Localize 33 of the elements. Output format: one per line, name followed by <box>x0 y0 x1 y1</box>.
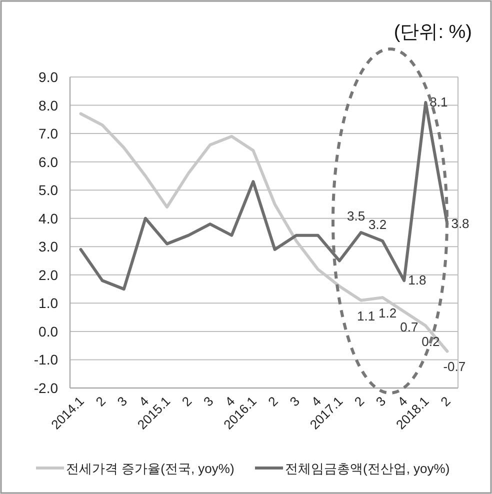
data-label: 3.8 <box>451 216 470 232</box>
x-tick-label: 3 <box>286 394 302 410</box>
data-label: 3.5 <box>347 208 366 224</box>
text: (단위: %) <box>394 22 472 43</box>
y-tick-label: 5.0 <box>38 182 58 198</box>
x-tick-label: 2 <box>178 394 195 410</box>
x-tick-label: 3 <box>200 394 216 410</box>
legend-label: 전체임금총액(전산업, yoy%) <box>285 461 450 476</box>
data-label: 1.2 <box>378 306 397 321</box>
data-label: 3.2 <box>368 216 387 232</box>
data-label: 1.1 <box>357 308 376 324</box>
x-tick-label: 2 <box>92 394 108 410</box>
data-label: 0.7 <box>400 320 418 335</box>
data-label: 1.8 <box>408 272 426 288</box>
x-tick-label: 2 <box>265 394 281 410</box>
x-tick-label: 3 <box>114 394 130 410</box>
y-tick-label: 7.0 <box>38 126 58 142</box>
legend-label: 전세가격 증가율(전국, yoy%) <box>66 461 234 476</box>
y-tick-label: 2.0 <box>38 266 58 283</box>
y-tick-label: 8.0 <box>38 97 58 114</box>
y-tick-label: 6.0 <box>38 154 58 170</box>
y-tick-label: 1.0 <box>38 295 58 312</box>
data-label: 0.2 <box>422 334 440 349</box>
y-tick-label: 4.0 <box>38 210 58 226</box>
y-tick-label: 0.0 <box>38 323 58 340</box>
y-tick-label: -1.0 <box>34 352 58 368</box>
x-tick-label: 2 <box>351 394 368 410</box>
x-tick-label: 3 <box>372 394 389 410</box>
y-tick-label: -2.0 <box>34 380 58 396</box>
x-tick-label: 2 <box>438 394 454 410</box>
y-tick-label: 9.0 <box>38 69 58 85</box>
y-tick-label: 3.0 <box>38 238 58 255</box>
data-label: -0.7 <box>443 359 466 374</box>
